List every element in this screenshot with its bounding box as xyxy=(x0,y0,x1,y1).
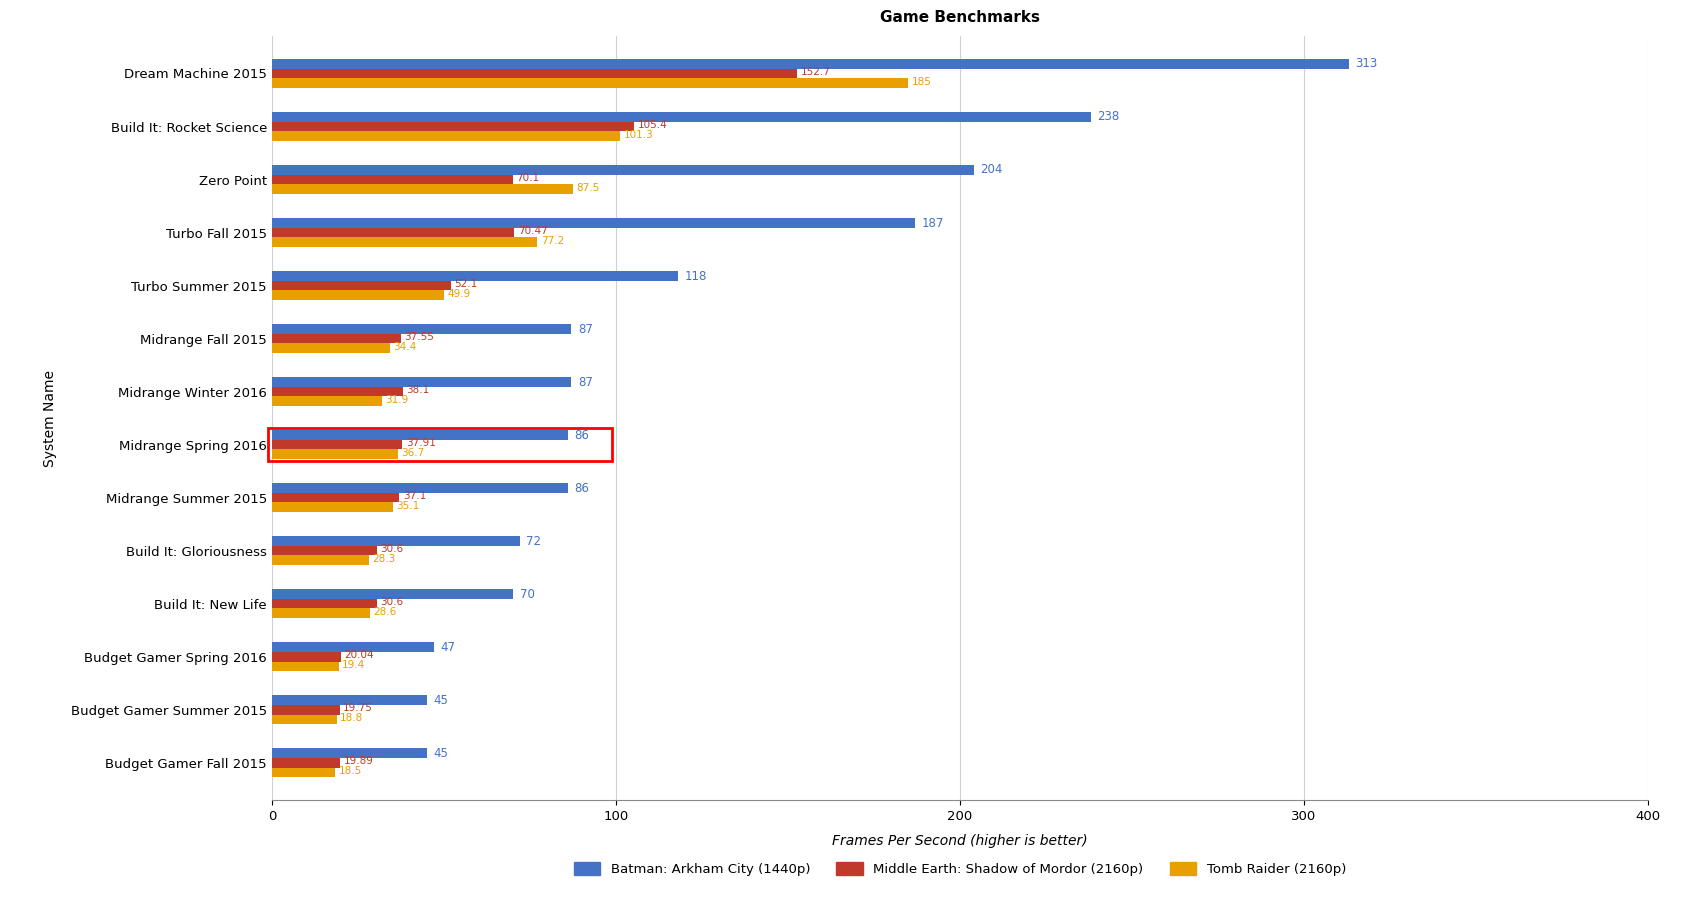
Text: 31.9: 31.9 xyxy=(385,395,408,405)
Text: 313: 313 xyxy=(1355,57,1377,70)
Bar xyxy=(272,271,678,281)
Bar xyxy=(272,748,426,758)
Text: 35.1: 35.1 xyxy=(396,501,419,511)
Bar xyxy=(272,165,973,175)
Bar xyxy=(272,131,620,141)
Text: 18.8: 18.8 xyxy=(340,713,363,723)
Text: 20.04: 20.04 xyxy=(345,651,374,661)
Bar xyxy=(272,758,340,767)
Bar xyxy=(272,430,567,440)
Text: 47: 47 xyxy=(440,641,455,654)
Text: 45: 45 xyxy=(433,747,448,760)
Text: 36.7: 36.7 xyxy=(401,448,424,458)
Text: 152.7: 152.7 xyxy=(800,67,830,77)
Text: 45: 45 xyxy=(433,694,448,706)
Bar xyxy=(272,599,377,608)
Bar xyxy=(272,344,391,353)
Bar xyxy=(272,705,340,714)
Bar xyxy=(272,377,571,387)
Legend: Batman: Arkham City (1440p), Middle Earth: Shadow of Mordor (2160p), Tomb Raider: Batman: Arkham City (1440p), Middle Eart… xyxy=(569,856,1350,881)
Text: 72: 72 xyxy=(526,534,542,547)
Text: 185: 185 xyxy=(912,76,931,86)
Bar xyxy=(272,325,571,334)
Text: 70: 70 xyxy=(520,588,535,601)
Text: 70.1: 70.1 xyxy=(516,174,540,184)
Bar xyxy=(272,237,537,247)
Bar xyxy=(272,387,402,396)
Bar xyxy=(272,546,377,555)
Text: 19.75: 19.75 xyxy=(343,704,374,714)
Bar xyxy=(272,281,452,290)
Bar xyxy=(272,503,392,512)
Text: 87: 87 xyxy=(577,323,593,335)
Text: 28.3: 28.3 xyxy=(372,554,396,564)
Text: 30.6: 30.6 xyxy=(380,597,404,607)
Bar xyxy=(272,175,513,185)
Text: 49.9: 49.9 xyxy=(447,289,470,299)
Text: 37.1: 37.1 xyxy=(402,492,426,502)
Bar xyxy=(272,484,567,493)
Bar xyxy=(272,69,796,78)
Text: 118: 118 xyxy=(684,270,706,283)
Text: 86: 86 xyxy=(574,429,589,442)
Bar xyxy=(272,112,1090,122)
Text: 101.3: 101.3 xyxy=(623,130,654,140)
Text: 86: 86 xyxy=(574,482,589,494)
Bar xyxy=(272,290,443,300)
Bar xyxy=(272,652,341,662)
X-axis label: Frames Per Second (higher is better): Frames Per Second (higher is better) xyxy=(832,834,1087,848)
Text: 19.89: 19.89 xyxy=(343,756,374,766)
Text: 30.6: 30.6 xyxy=(380,544,404,554)
Text: 18.5: 18.5 xyxy=(338,766,362,776)
Text: 238: 238 xyxy=(1097,111,1119,124)
Bar xyxy=(272,334,401,344)
Bar xyxy=(272,449,397,459)
Bar xyxy=(272,396,382,406)
Bar xyxy=(272,643,433,652)
Text: 87: 87 xyxy=(577,375,593,388)
Bar xyxy=(272,78,908,88)
Text: 28.6: 28.6 xyxy=(374,607,397,617)
Bar xyxy=(272,440,402,449)
Bar xyxy=(268,428,611,462)
Bar xyxy=(272,662,338,671)
Text: 19.4: 19.4 xyxy=(341,660,365,670)
Bar xyxy=(272,228,514,237)
Bar xyxy=(272,185,572,194)
Bar xyxy=(272,493,399,503)
Bar xyxy=(272,767,335,777)
Bar xyxy=(272,536,520,546)
Text: 204: 204 xyxy=(980,164,1002,176)
Text: 105.4: 105.4 xyxy=(637,120,667,130)
Bar xyxy=(272,714,336,724)
Text: 38.1: 38.1 xyxy=(406,385,430,395)
Text: 77.2: 77.2 xyxy=(540,235,564,245)
Text: 187: 187 xyxy=(922,216,944,229)
Text: 70.47: 70.47 xyxy=(518,226,547,236)
Text: 87.5: 87.5 xyxy=(576,183,599,193)
Bar xyxy=(272,218,915,228)
Title: Game Benchmarks: Game Benchmarks xyxy=(880,11,1039,25)
Bar xyxy=(272,59,1348,69)
Bar xyxy=(272,555,368,565)
Bar xyxy=(272,589,513,599)
Bar xyxy=(272,122,633,131)
Y-axis label: System Name: System Name xyxy=(42,370,58,466)
Bar xyxy=(272,695,426,705)
Text: 52.1: 52.1 xyxy=(455,279,477,289)
Bar xyxy=(272,608,370,618)
Text: 37.55: 37.55 xyxy=(404,333,435,343)
Text: 34.4: 34.4 xyxy=(394,342,416,352)
Text: 37.91: 37.91 xyxy=(406,438,435,448)
